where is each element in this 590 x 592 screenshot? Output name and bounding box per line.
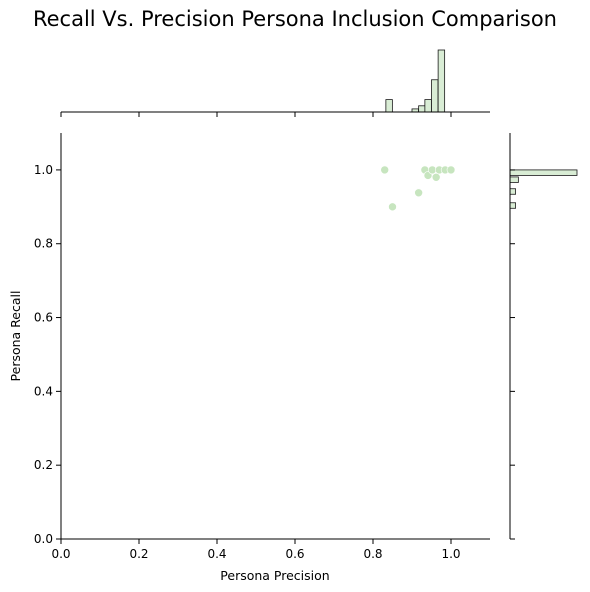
y-tick-label: 0.0 [34,532,53,546]
marginal-y-bar [509,169,578,176]
x-axis-label: Persona Precision [220,568,329,583]
y-tick-label: 0.6 [34,311,53,325]
x-tick-label: 0.2 [129,547,148,561]
marginal-x-bar [418,105,426,113]
x-tick-label: 0.6 [285,547,304,561]
scatter-plot-area: 0.0 0.2 0.4 0.6 0.8 1.0 0.0 0.2 0.4 0.6 0.8 1.0 [34,133,490,561]
marginal-y-bar [509,188,516,195]
x-tick-label: 0.4 [207,547,226,561]
scatter-point [380,165,390,175]
scatter-point [431,172,441,182]
chart-title: Recall Vs. Precision Persona Inclusion C… [33,7,557,31]
x-tick-label: 0.0 [51,547,70,561]
y-axis-label: Persona Recall [8,291,23,382]
x-tick-label: 0.8 [363,547,382,561]
marginal-y-histogram [509,133,578,540]
scatter-point [414,188,423,198]
marginal-x-bar [437,49,446,113]
x-tick-label: 1.0 [441,547,460,561]
marginal-x-histogram [60,49,490,117]
scatter-point [446,165,456,175]
marginal-y-bar [509,202,516,209]
scatter-point [388,202,397,212]
marginal-y-bar [509,176,519,183]
marginal-x-bar [385,99,393,113]
y-tick-label: 1.0 [34,163,53,177]
y-tick-label: 0.4 [34,384,53,398]
y-tick-label: 0.8 [34,237,53,251]
marginal-x-bar [424,99,432,113]
marginal-x-bar [431,79,439,113]
y-tick-label: 0.2 [34,458,53,472]
